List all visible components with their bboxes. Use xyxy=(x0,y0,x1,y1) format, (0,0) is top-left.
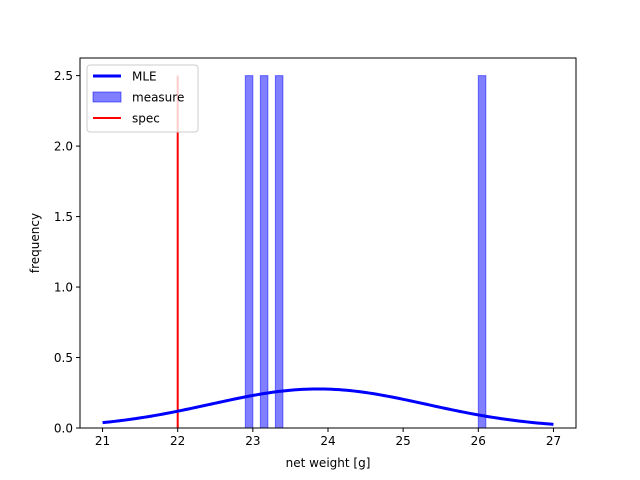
series-lines xyxy=(102,75,554,428)
y-axis-ticks: 0.0 0.5 1.0 1.5 2.0 2.5 xyxy=(54,69,80,436)
legend-measure-label: measure xyxy=(132,91,184,105)
y-tick-label: 2.0 xyxy=(54,140,73,154)
y-axis-label: frequency xyxy=(28,213,42,273)
measure-bar-1 xyxy=(244,75,254,429)
measure-bar-4 xyxy=(477,75,487,429)
y-tick-label: 1.0 xyxy=(54,281,73,295)
x-tick-label: 25 xyxy=(396,434,411,448)
x-tick-label: 26 xyxy=(471,434,486,448)
legend-box xyxy=(86,64,199,133)
legend-measure-swatch xyxy=(92,91,122,103)
legend: MLE measure spec xyxy=(86,64,199,133)
y-tick-label: 0.0 xyxy=(54,422,73,436)
y-tick-label: 1.5 xyxy=(54,210,73,224)
measure-bar-2 xyxy=(259,75,269,429)
x-tick-label: 22 xyxy=(170,434,185,448)
y-tick-label: 2.5 xyxy=(54,69,73,83)
mle-curve xyxy=(102,387,554,426)
x-tick-label: 24 xyxy=(320,434,335,448)
x-axis-ticks: 21 22 23 24 25 26 27 xyxy=(95,428,561,448)
x-tick-label: 23 xyxy=(245,434,260,448)
x-axis-label: net weight [g] xyxy=(286,456,371,470)
legend-spec-label: spec xyxy=(132,112,160,126)
x-tick-label: 21 xyxy=(95,434,110,448)
x-tick-label: 27 xyxy=(546,434,561,448)
measure-bar-3 xyxy=(274,75,284,429)
y-tick-label: 0.5 xyxy=(54,351,73,365)
legend-mle-label: MLE xyxy=(132,70,157,84)
